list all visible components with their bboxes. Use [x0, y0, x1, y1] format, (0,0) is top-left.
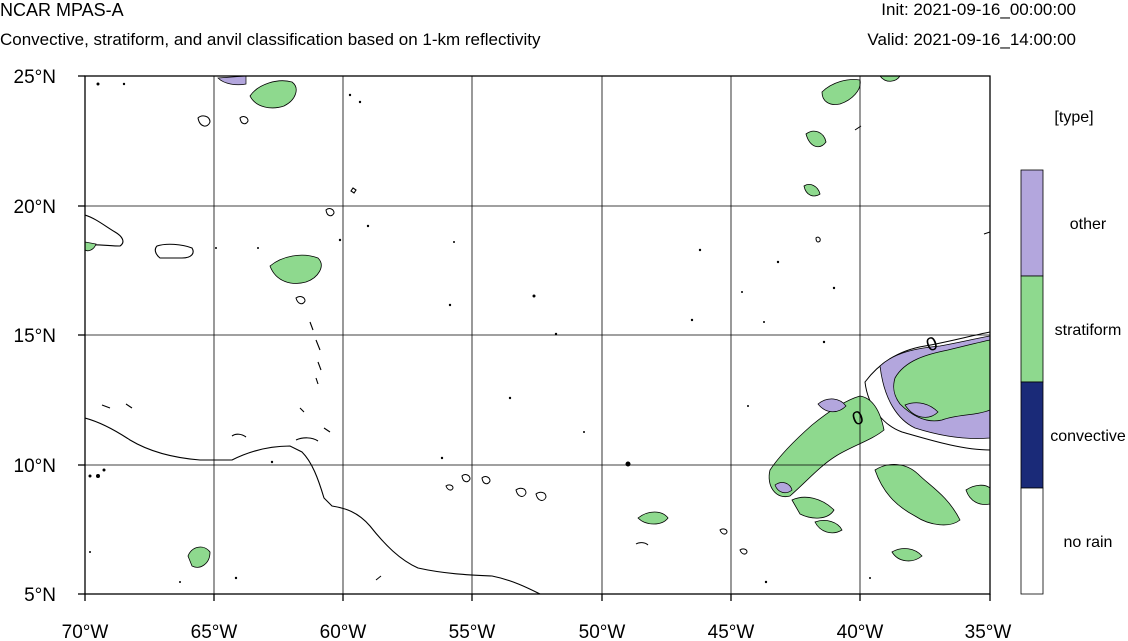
coastlines	[85, 187, 541, 594]
lat-ticks	[78, 75, 85, 595]
coastline-greater-antilles	[85, 214, 124, 247]
graticule	[85, 76, 990, 594]
valid-time: Valid: 2021-09-16_14:00:00	[867, 30, 1076, 49]
legend-label-other: other	[1070, 216, 1107, 233]
legend-label-convective: convective	[1050, 428, 1126, 445]
stratiform-patch-northeast	[803, 76, 901, 197]
other-patch-northwest	[217, 76, 247, 86]
legend-label-no-rain: no rain	[1064, 534, 1113, 551]
lat-label: 25°N	[14, 67, 56, 88]
lon-label: 45°W	[708, 622, 755, 641]
stratiform-patch-antilles	[269, 254, 322, 284]
legend: [type] other stratiform convective no ra…	[1020, 109, 1126, 595]
lon-label: 40°W	[837, 622, 884, 641]
legend-swatch-stratiform	[1020, 275, 1044, 383]
island-puerto-rico	[154, 243, 194, 259]
stratiform-region-east	[893, 339, 990, 422]
coastline-south-america	[85, 417, 541, 594]
legend-swatch-other	[1020, 169, 1044, 277]
precip-features	[85, 76, 990, 584]
lesser-antilles-chain	[299, 321, 331, 433]
legend-swatch-convective	[1020, 381, 1044, 489]
lat-label: 20°N	[14, 197, 56, 218]
lat-label: 15°N	[14, 326, 56, 347]
stratiform-patch-mid-south	[791, 496, 843, 534]
lat-label: 5°N	[24, 585, 56, 606]
legend-title: [type]	[1054, 109, 1093, 126]
island-barbados	[350, 187, 357, 194]
lon-label: 65°W	[191, 622, 238, 641]
map-subtitle: Convective, stratiform, and anvil classi…	[0, 30, 541, 49]
stratiform-patch-southwest-corner	[187, 546, 211, 568]
coastline-venezuela-islands	[101, 403, 319, 442]
lon-label: 35°W	[965, 622, 1012, 641]
stratiform-patch-near-50W	[637, 511, 669, 525]
legend-swatch-no-rain	[1020, 487, 1044, 595]
lat-label: 10°N	[14, 456, 56, 477]
other-patch-southwest	[774, 398, 847, 494]
legend-label-stratiform: stratiform	[1055, 322, 1122, 339]
other-patch-east-inner	[904, 402, 939, 418]
lon-label: 55°W	[449, 622, 496, 641]
lon-label: 50°W	[579, 622, 626, 641]
stratiform-region-southwest	[768, 395, 885, 498]
map-title: NCAR MPAS-A	[0, 0, 124, 20]
stratiform-patch-southeast	[891, 484, 990, 562]
scattered-cells	[197, 115, 990, 581]
init-time: Init: 2021-09-16_00:00:00	[881, 0, 1076, 19]
lon-ticks	[84, 594, 991, 601]
stratiform-region-south	[874, 464, 961, 526]
lon-label: 70°W	[62, 622, 109, 641]
stratiform-patch-northwest	[249, 80, 297, 109]
lon-label: 60°W	[320, 622, 367, 641]
